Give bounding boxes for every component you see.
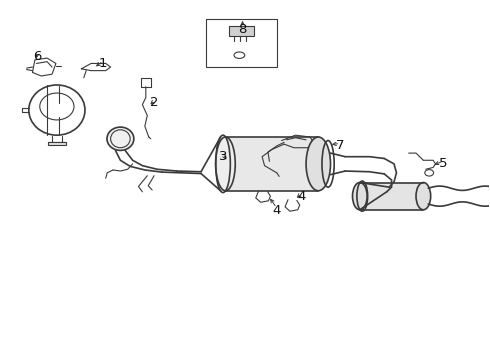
Bar — [48, 141, 66, 145]
Text: 8: 8 — [238, 23, 247, 36]
Ellipse shape — [352, 183, 367, 210]
Text: 4: 4 — [272, 204, 281, 217]
Ellipse shape — [416, 183, 431, 210]
Text: 1: 1 — [99, 57, 107, 70]
Text: 3: 3 — [219, 150, 227, 163]
Bar — [360, 183, 423, 210]
Text: 6: 6 — [33, 50, 42, 63]
Ellipse shape — [306, 137, 331, 191]
Bar — [229, 26, 253, 36]
Bar — [225, 137, 318, 191]
Bar — [206, 19, 277, 67]
Text: 5: 5 — [439, 157, 447, 170]
Text: 2: 2 — [150, 96, 159, 109]
Ellipse shape — [216, 137, 235, 191]
Ellipse shape — [107, 127, 134, 150]
Text: 7: 7 — [336, 139, 344, 152]
Text: 4: 4 — [297, 190, 305, 203]
